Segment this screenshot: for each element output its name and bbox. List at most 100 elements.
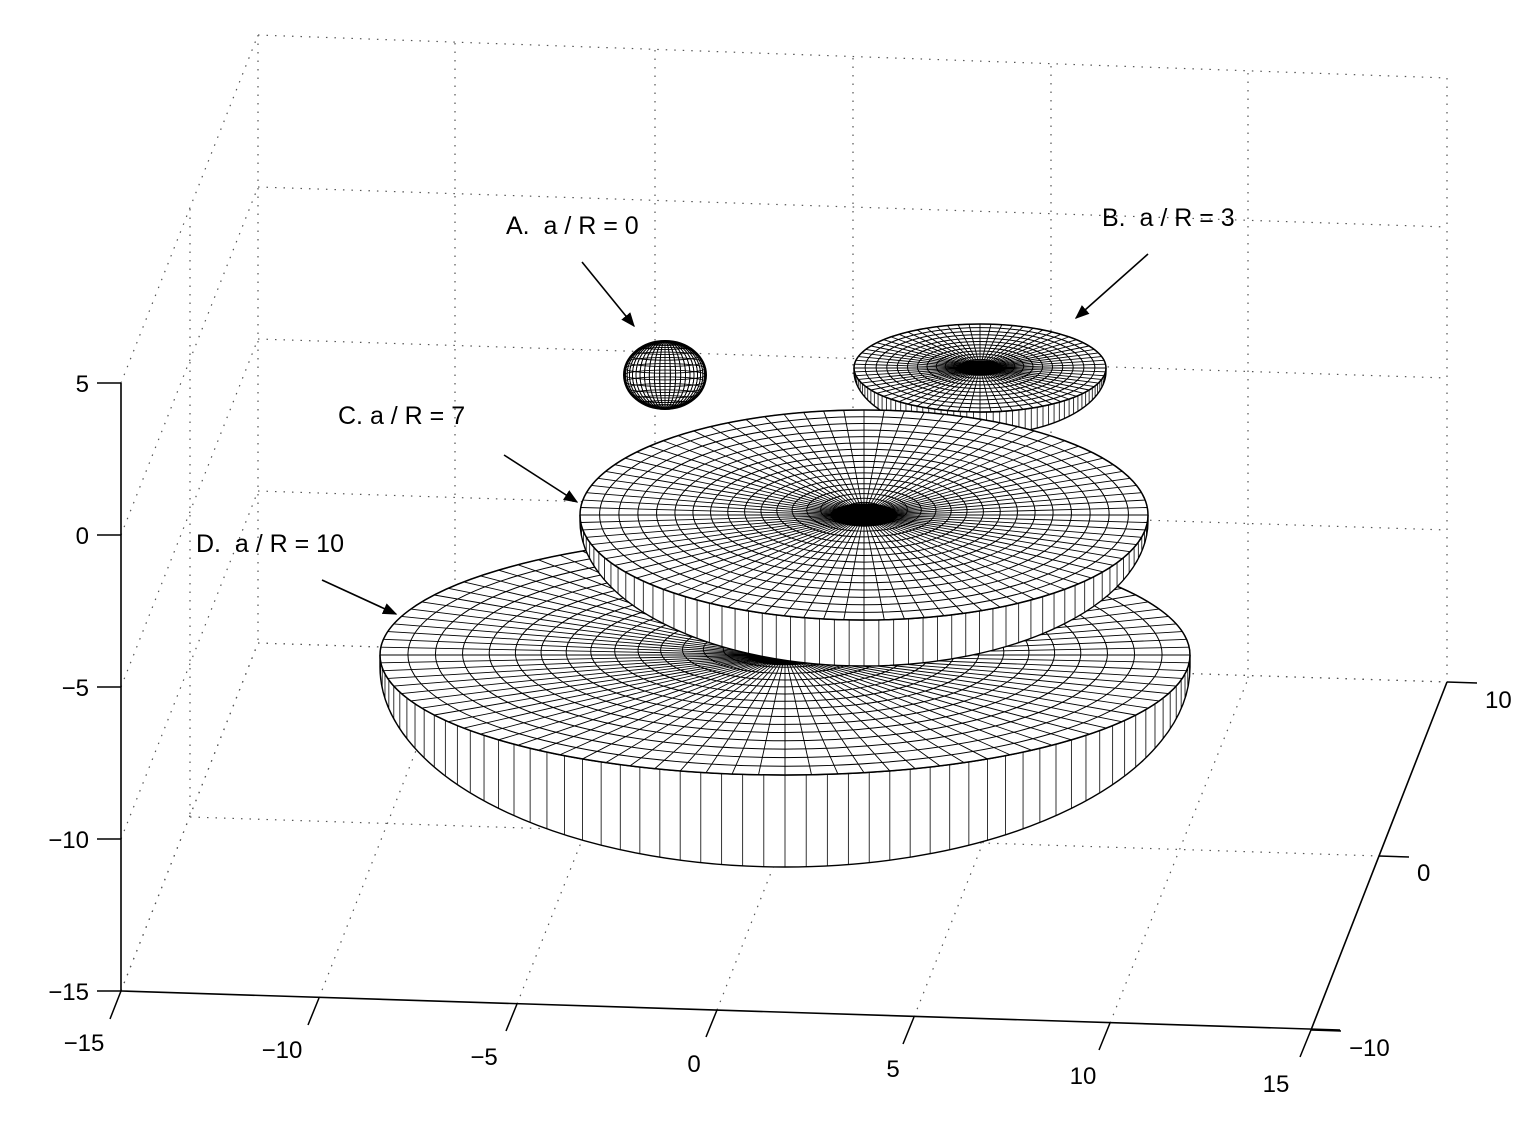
grid-line: [257, 34, 1448, 79]
surface-spoke: [996, 348, 1095, 366]
grid-line: [120, 186, 259, 536]
surface-a-sphere: [623, 340, 707, 410]
surface-spoke: [745, 419, 854, 508]
annotation-b: B. a / R = 3: [1102, 204, 1235, 232]
surface-spoke: [498, 660, 764, 741]
x-tick-label: 5: [886, 1056, 899, 1083]
surface-spoke: [877, 426, 1018, 508]
surface-spoke: [801, 661, 1011, 756]
surface-spoke: [605, 661, 772, 764]
surface-spoke: [480, 659, 763, 735]
surface-spoke: [677, 521, 848, 595]
surface-spoke: [786, 662, 812, 775]
surface-spoke: [654, 662, 776, 769]
surface-spoke: [874, 419, 983, 508]
annotation-a: A. a / R = 0: [506, 212, 639, 240]
x-axis-ticks: −15 −10 −5 0 5 10 15: [64, 990, 1312, 1098]
surface-spoke: [559, 661, 769, 756]
surface-spoke: [810, 658, 1136, 716]
surface-spoke: [886, 518, 1114, 566]
surface-spoke: [808, 659, 1107, 729]
surface-spoke: [858, 369, 963, 380]
surface-spoke: [882, 520, 1065, 590]
surface-spoke: [876, 522, 1001, 608]
surface-spoke: [992, 336, 1070, 365]
surface-spoke: [988, 372, 1044, 407]
surface-spoke: [393, 623, 757, 654]
surface-spoke: [997, 363, 1106, 368]
x-tick-label: −15: [64, 1030, 105, 1057]
surface-spoke: [876, 342, 966, 365]
surface-spoke: [916, 329, 972, 364]
surface-spoke: [880, 435, 1051, 509]
surface-spoke: [582, 661, 771, 760]
surface-spoke: [790, 662, 865, 773]
annotations: A. a / R = 0 B. a / R = 3 C. a / R = 7 D…: [196, 204, 1235, 615]
surface-spoke: [401, 657, 757, 695]
surface-spoke: [855, 368, 963, 377]
surface-center: [956, 360, 1004, 376]
x-tick: [902, 1016, 915, 1045]
surface-spoke: [993, 339, 1077, 365]
surface-spoke: [926, 373, 973, 409]
surface-spoke: [883, 371, 967, 397]
surface-spoke: [981, 324, 992, 363]
surface-spoke: [865, 348, 964, 366]
surface-spoke: [649, 520, 845, 585]
arrow-a: [581, 261, 635, 328]
surface-spoke: [538, 660, 767, 751]
surface-spoke: [879, 430, 1035, 509]
z-tick-label: 5: [76, 371, 89, 398]
surface-spoke: [798, 661, 965, 764]
x-tick-label: −5: [470, 1044, 497, 1071]
surface-center: [830, 503, 898, 527]
surface-spoke: [677, 435, 848, 509]
surface-spoke: [993, 371, 1077, 397]
surface-spoke: [876, 371, 966, 394]
arrow-c: [503, 454, 579, 503]
surface-spoke: [764, 523, 856, 614]
surface-spoke: [745, 522, 854, 611]
surface-spoke: [758, 662, 784, 775]
surface-spoke: [867, 410, 905, 507]
surface-spoke: [883, 520, 1079, 585]
surface-spoke: [888, 484, 1137, 513]
surface-spoke: [710, 522, 851, 604]
surface-spoke: [629, 662, 774, 767]
arrow-d: [321, 579, 398, 615]
z-tick-label: −10: [48, 827, 89, 854]
y-tick: [1310, 1029, 1342, 1032]
surface-spoke: [997, 369, 1102, 380]
surface-spoke: [586, 516, 839, 538]
z-tick-label: 0: [76, 523, 89, 550]
surface-spoke: [947, 373, 976, 411]
surface-spoke: [799, 661, 988, 760]
surface-spoke: [731, 662, 782, 775]
surface-spoke: [861, 369, 964, 384]
surface-spoke: [380, 655, 756, 664]
surface-spoke: [387, 631, 756, 654]
surface-spoke: [783, 413, 858, 507]
surface-spoke: [870, 345, 965, 366]
surface-spoke: [926, 327, 973, 363]
surface-spoke: [796, 662, 941, 767]
surface-spoke: [803, 660, 1032, 751]
surface-spoke: [811, 658, 1149, 709]
surface-spoke: [997, 356, 1102, 367]
surface-spoke: [890, 371, 968, 400]
surface-spoke: [387, 656, 756, 679]
surface-spoke: [869, 523, 925, 618]
surface-spoke: [727, 522, 852, 608]
surface-spoke: [987, 373, 1034, 409]
annotation-c: C. a / R = 7: [338, 402, 465, 430]
surface-spoke: [994, 342, 1084, 365]
surface-spoke: [870, 413, 945, 507]
z-tick-label: −15: [48, 979, 89, 1006]
surface-spoke: [861, 352, 964, 367]
x-tick: [1299, 1029, 1312, 1058]
surface-spoke: [889, 515, 1146, 531]
surface-spoke: [887, 470, 1123, 512]
surface-spoke: [649, 445, 845, 510]
surface-spoke: [383, 655, 756, 672]
